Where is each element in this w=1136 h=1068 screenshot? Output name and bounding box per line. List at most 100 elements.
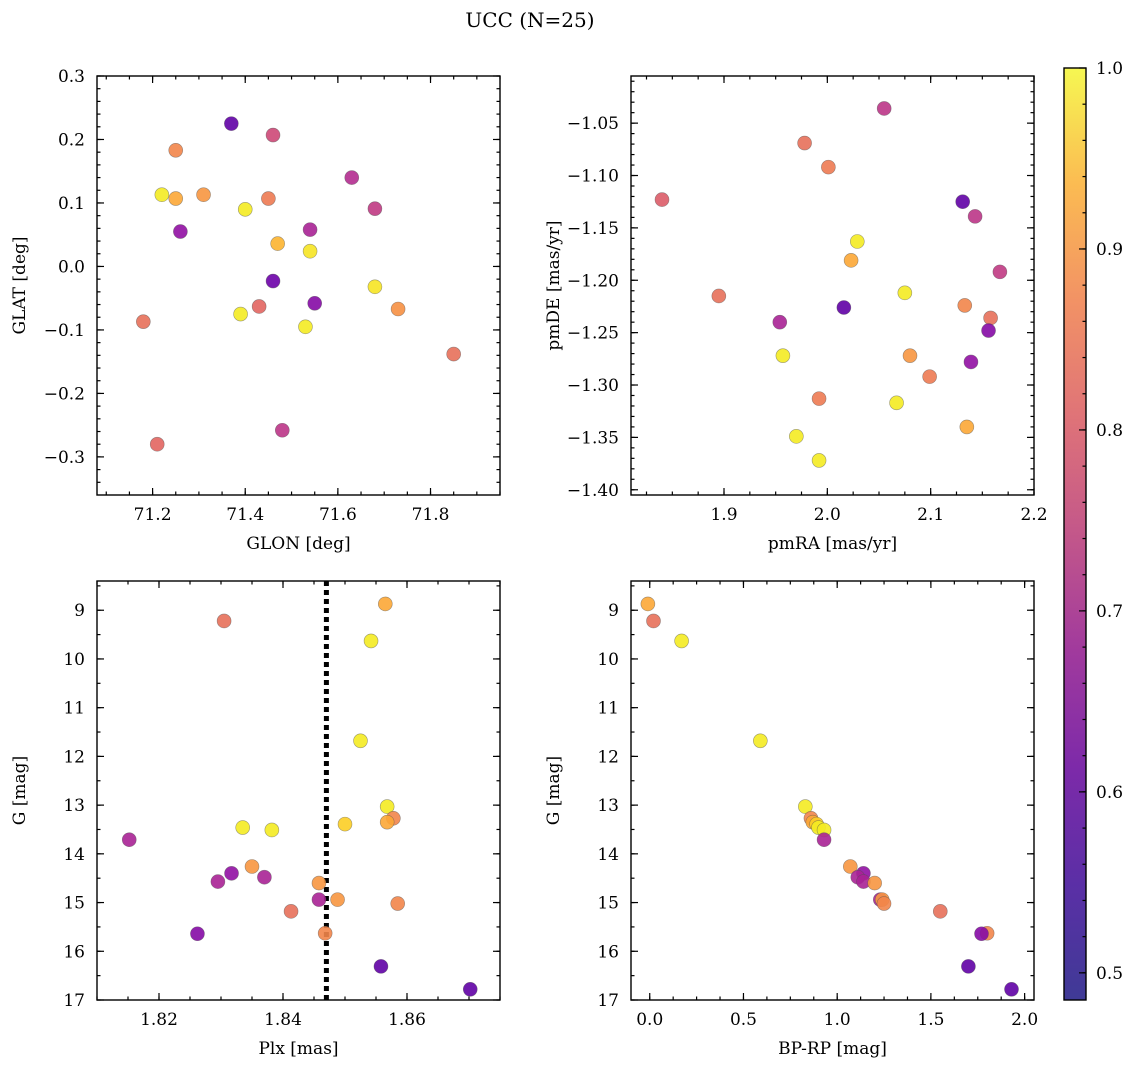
data-point <box>959 419 975 435</box>
y-tick-label: −1.20 <box>567 271 619 291</box>
data-point <box>640 596 656 612</box>
data-point <box>307 295 323 311</box>
data-point <box>379 799 395 814</box>
y-tick-label: 9 <box>74 601 85 621</box>
data-point <box>344 170 360 185</box>
y-tick-label: 0.0 <box>58 257 85 277</box>
colorbar-tick-label: 0.9 <box>1096 240 1123 260</box>
data-point <box>843 253 859 268</box>
colorbar-tick-label: 1.0 <box>1096 59 1123 79</box>
data-point <box>462 981 478 997</box>
data-point <box>317 925 333 941</box>
data-point <box>772 314 788 330</box>
data-point <box>337 816 353 832</box>
x-tick-label: 2.0 <box>814 505 841 525</box>
y-tick-label: 15 <box>63 894 85 914</box>
data-point <box>816 832 832 848</box>
y-tick-label: 10 <box>597 650 619 670</box>
data-point <box>377 596 393 612</box>
data-point <box>711 288 727 304</box>
data-point <box>967 209 983 224</box>
axes-frame <box>630 580 1035 1001</box>
data-point <box>251 299 267 314</box>
x-tick-label: 1.0 <box>824 1010 851 1030</box>
data-point <box>974 926 989 942</box>
data-point <box>235 820 250 835</box>
y-tick-label: −0.3 <box>44 448 85 468</box>
data-point <box>173 224 188 239</box>
data-point <box>136 314 151 329</box>
data-point <box>753 733 768 749</box>
data-point <box>876 101 892 116</box>
x-tick-label: 0.0 <box>636 1010 663 1030</box>
data-point <box>849 234 865 249</box>
data-point <box>224 866 239 881</box>
y-axis-label: GLAT [deg] <box>10 236 30 334</box>
data-point <box>955 194 971 209</box>
data-point <box>224 116 239 131</box>
data-point <box>798 799 813 814</box>
colorbar-tick-label: 0.7 <box>1096 602 1123 622</box>
data-point <box>932 904 948 919</box>
data-point <box>821 159 836 175</box>
data-point <box>811 453 827 468</box>
data-point <box>922 369 937 384</box>
data-point <box>373 959 389 974</box>
panels: 71.2 71.4 71.6 71.8 0.3 0.2 0.1 0.0 −0.1 −0.2 −0.3… <box>10 67 1048 1059</box>
data-point <box>363 633 379 649</box>
data-point <box>257 869 272 885</box>
y-tick-label: 12 <box>597 747 619 767</box>
panel-2: 1.9 2.0 2.1 2.2 −1.05 −1.10 −1.15 −1.20 −1.25 −1.… <box>544 75 1048 554</box>
data-point <box>1004 981 1019 997</box>
y-axis-label: pmDE [mas/yr] <box>544 220 564 350</box>
data-point <box>983 310 998 326</box>
data-point <box>233 306 248 322</box>
y-tick-label: −1.25 <box>567 324 619 344</box>
panel-3: 1.82 1.84 1.86 9 10 11 12 13 14 15 16 17 Plx [mas] G … <box>10 580 501 1059</box>
axes-frame <box>96 580 501 1001</box>
panel-1: 71.2 71.4 71.6 71.8 0.3 0.2 0.1 0.0 −0.1 −0.2 −0.3… <box>10 67 501 554</box>
x-axis-label: pmRA [mas/yr] <box>768 534 897 554</box>
data-point <box>311 892 327 907</box>
data-point <box>446 346 461 362</box>
data-point <box>957 298 973 313</box>
data-point <box>775 348 791 363</box>
data-point <box>168 191 184 206</box>
data-point <box>168 142 184 158</box>
data-point <box>902 348 918 363</box>
data-layer <box>121 581 478 1000</box>
data-point <box>654 192 670 207</box>
data-point <box>961 959 976 974</box>
colorbar-frame <box>1063 67 1087 1001</box>
data-point <box>121 832 137 848</box>
y-axis-label: G [mag] <box>544 756 564 825</box>
data-point <box>302 222 318 237</box>
data-layer <box>640 596 1019 997</box>
data-point <box>196 187 211 203</box>
y-tick-label: 17 <box>597 991 619 1011</box>
x-tick-label: 71.6 <box>319 505 357 525</box>
data-layer <box>654 101 1008 468</box>
data-point <box>963 354 979 370</box>
y-tick-label: −1.15 <box>567 219 619 239</box>
y-tick-label: −1.05 <box>567 114 619 134</box>
data-point <box>876 896 892 911</box>
x-tick-label: 0.5 <box>730 1010 757 1030</box>
x-tick-label: 71.8 <box>412 505 450 525</box>
data-point <box>897 285 913 301</box>
y-tick-label: −0.1 <box>44 321 85 341</box>
data-point <box>367 279 383 295</box>
y-tick-label: 11 <box>63 699 85 719</box>
data-point <box>237 202 253 217</box>
x-tick-label: 1.84 <box>264 1010 302 1030</box>
data-point <box>261 191 276 206</box>
x-tick-label: 1.5 <box>917 1010 944 1030</box>
panel-4: 0.0 0.5 1.0 1.5 2.0 9 10 11 12 13 14 15 16 17 BP-RP [m… <box>544 580 1038 1059</box>
y-tick-label: 9 <box>608 601 619 621</box>
colorbar-tick-label: 0.5 <box>1096 964 1123 984</box>
data-point <box>265 127 281 143</box>
data-point <box>330 892 345 907</box>
figure-title: UCC (N=25) <box>465 8 594 32</box>
data-point <box>379 814 395 830</box>
